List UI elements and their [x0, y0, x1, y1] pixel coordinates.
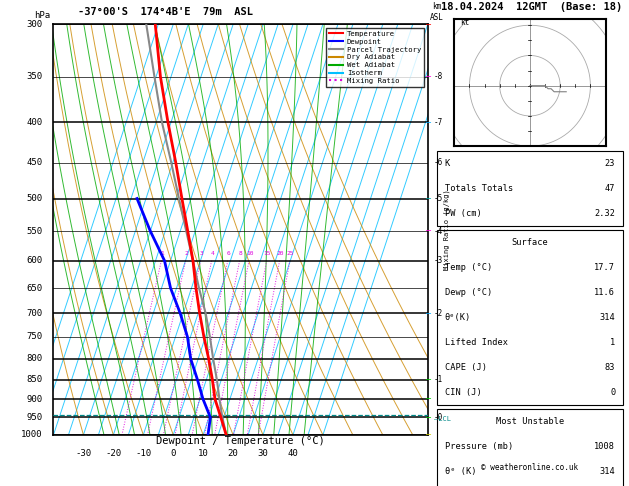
- Text: CAPE (J): CAPE (J): [445, 363, 487, 372]
- Text: 400: 400: [26, 118, 42, 127]
- Text: 300: 300: [26, 20, 42, 29]
- Text: θᵉ(K): θᵉ(K): [445, 313, 471, 322]
- Text: 314: 314: [599, 313, 615, 322]
- Text: 17.7: 17.7: [594, 263, 615, 272]
- Text: -5: -5: [434, 194, 443, 203]
- Text: hPa: hPa: [34, 11, 50, 20]
- Text: -37°00'S  174°4B'E  79m  ASL: -37°00'S 174°4B'E 79m ASL: [78, 7, 253, 17]
- Text: 25: 25: [287, 251, 294, 256]
- Text: 500: 500: [26, 194, 42, 203]
- Text: —: —: [426, 431, 431, 439]
- Text: —: —: [426, 226, 431, 236]
- Text: —: —: [426, 375, 431, 384]
- Text: 350: 350: [26, 72, 42, 81]
- Text: 1008: 1008: [594, 442, 615, 451]
- Text: -0: -0: [434, 413, 443, 422]
- Text: Lifted Index: Lifted Index: [445, 338, 508, 347]
- Text: PW (cm): PW (cm): [445, 208, 481, 218]
- Text: —: —: [426, 72, 431, 81]
- Text: —: —: [426, 309, 431, 318]
- Text: Dewp (°C): Dewp (°C): [445, 288, 492, 297]
- Text: 2.32: 2.32: [594, 208, 615, 218]
- Text: -1: -1: [434, 375, 443, 384]
- Text: 4: 4: [210, 251, 214, 256]
- Text: 600: 600: [26, 256, 42, 265]
- Text: Temp (°C): Temp (°C): [445, 263, 492, 272]
- Text: 750: 750: [26, 332, 42, 341]
- Text: 15: 15: [264, 251, 271, 256]
- Text: 47: 47: [605, 184, 615, 192]
- Text: 850: 850: [26, 375, 42, 384]
- Text: —: —: [426, 118, 431, 127]
- Text: 40: 40: [287, 450, 298, 458]
- Text: 10: 10: [198, 450, 209, 458]
- Text: 900: 900: [26, 395, 42, 403]
- Text: 8: 8: [238, 251, 242, 256]
- Text: 10: 10: [246, 251, 253, 256]
- Legend: Temperature, Dewpoint, Parcel Trajectory, Dry Adiabat, Wet Adiabat, Isotherm, Mi: Temperature, Dewpoint, Parcel Trajectory…: [326, 28, 424, 87]
- Text: 0: 0: [610, 388, 615, 397]
- Text: 450: 450: [26, 158, 42, 167]
- Text: -3: -3: [434, 256, 443, 265]
- Text: K: K: [445, 159, 450, 168]
- Text: -6: -6: [434, 158, 443, 167]
- Text: –LCL: –LCL: [434, 416, 451, 422]
- Text: Most Unstable: Most Unstable: [496, 417, 564, 426]
- Text: 800: 800: [26, 354, 42, 364]
- Bar: [437, 151, 623, 226]
- Text: Surface: Surface: [511, 238, 548, 247]
- Text: -8: -8: [434, 72, 443, 81]
- Text: 1000: 1000: [21, 431, 42, 439]
- Text: -2: -2: [434, 309, 443, 318]
- X-axis label: Dewpoint / Temperature (°C): Dewpoint / Temperature (°C): [156, 436, 325, 446]
- Text: 11.6: 11.6: [594, 288, 615, 297]
- Text: 23: 23: [605, 159, 615, 168]
- Bar: [437, 230, 623, 405]
- Text: 30: 30: [258, 450, 269, 458]
- Text: θᵉ (K): θᵉ (K): [445, 467, 476, 476]
- Text: 314: 314: [599, 467, 615, 476]
- Text: -30: -30: [75, 450, 91, 458]
- Text: —: —: [426, 395, 431, 403]
- Text: Mixing Ratio (g/kg): Mixing Ratio (g/kg): [443, 189, 450, 270]
- Text: —: —: [426, 413, 431, 422]
- Text: km
ASL: km ASL: [430, 2, 444, 22]
- Text: 950: 950: [26, 413, 42, 422]
- Text: 650: 650: [26, 283, 42, 293]
- Text: 1: 1: [160, 251, 164, 256]
- Text: 20: 20: [276, 251, 284, 256]
- Text: -4: -4: [434, 226, 443, 236]
- Text: 3: 3: [199, 251, 203, 256]
- Text: -7: -7: [434, 118, 443, 127]
- Text: 1: 1: [610, 338, 615, 347]
- Text: CIN (J): CIN (J): [445, 388, 481, 397]
- Bar: [437, 409, 623, 486]
- Text: © weatheronline.co.uk: © weatheronline.co.uk: [481, 463, 579, 471]
- Text: 0: 0: [170, 450, 176, 458]
- Text: 550: 550: [26, 226, 42, 236]
- Text: —: —: [426, 20, 431, 29]
- Text: 6: 6: [226, 251, 230, 256]
- Text: -10: -10: [135, 450, 152, 458]
- Text: 700: 700: [26, 309, 42, 318]
- Text: -20: -20: [105, 450, 121, 458]
- Text: 2: 2: [184, 251, 188, 256]
- Text: Totals Totals: Totals Totals: [445, 184, 513, 192]
- Text: Pressure (mb): Pressure (mb): [445, 442, 513, 451]
- Text: 20: 20: [228, 450, 238, 458]
- Text: —: —: [426, 194, 431, 203]
- Text: 83: 83: [605, 363, 615, 372]
- Text: 18.04.2024  12GMT  (Base: 18): 18.04.2024 12GMT (Base: 18): [441, 2, 622, 12]
